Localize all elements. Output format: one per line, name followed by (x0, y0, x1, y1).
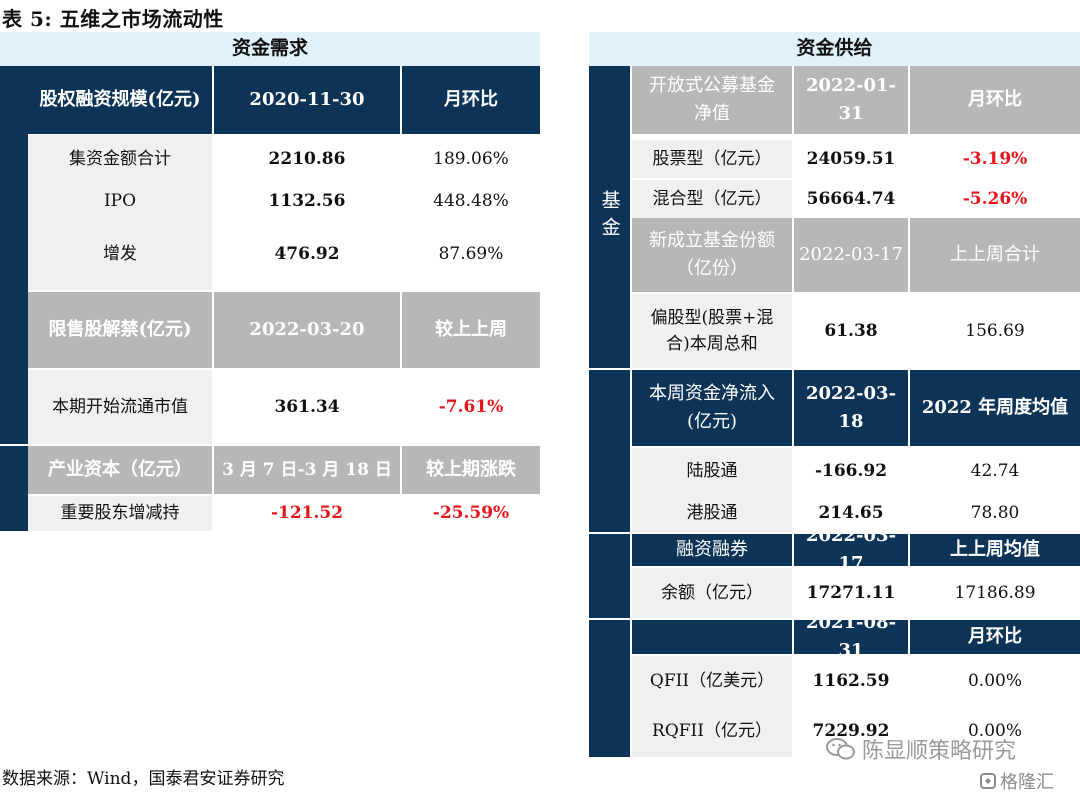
industry-row-value: -121.52 (270, 503, 344, 524)
equity-row-change: 189.06% (433, 148, 509, 169)
gelonghui-text: 格隆汇 (1000, 772, 1054, 793)
connect-row-label: 陆股通 (632, 452, 792, 490)
unlock-row-value: 361.34 (274, 396, 340, 417)
open-fund-row-label: 股票型（亿元） (632, 140, 792, 178)
margin-header-date: 2022-03-17 (794, 525, 908, 574)
connect-row-value: 214.65 (818, 502, 884, 523)
source-note: 数据来源：Wind，国泰君安证券研究 (2, 769, 285, 789)
open-fund-header-change: 月环比 (910, 66, 1080, 134)
industry-row-change: -25.59% (432, 503, 510, 524)
new-fund-row-value: 61.38 (824, 320, 878, 341)
qfii-row-change: 0.00% (967, 720, 1022, 741)
unlock-row-label: 本期开始流通市值 (28, 370, 212, 444)
qfii-header-date: 2021-08-31 (794, 612, 908, 661)
margin-side-strip (589, 534, 630, 618)
equity-header-change: 月环比 (402, 66, 540, 134)
watermark-text: 陈显顺策略研究 (862, 739, 1017, 764)
unlock-header-date: 2022-03-20 (214, 292, 400, 368)
unlock-header-change: 较上上周 (402, 292, 540, 368)
equity-row-value: 1132.56 (268, 190, 346, 211)
qfii-header-label (632, 620, 792, 654)
industry-header-change: 较上期涨跌 (402, 446, 540, 494)
qfii-row-label: RQFII（亿元） (632, 712, 792, 750)
unlock-row-change: -7.61% (438, 396, 504, 417)
fund-side-text: 基金 (598, 190, 621, 244)
equity-header-date: 2020-11-30 (214, 66, 400, 134)
qfii-row-change: 0.00% (967, 670, 1022, 691)
qfii-header-change: 月环比 (910, 620, 1080, 654)
qfii-row-value: 1162.59 (812, 670, 890, 691)
connect-header-date: 2022-03-18 (794, 370, 908, 446)
new-fund-header-change: 上上周合计 (910, 218, 1080, 292)
qfii-side-strip (589, 620, 630, 757)
margin-row-change: 17186.89 (954, 582, 1036, 603)
unlock-header-label: 限售股解禁(亿元) (28, 292, 212, 368)
fund-side-label: 基金 (589, 66, 630, 368)
watermark: 陈显顺策略研究 (826, 733, 1016, 765)
margin-row-label: 余额（亿元） (632, 568, 792, 618)
equity-row-label: 集资金额合计 (28, 140, 212, 178)
wechat-icon (826, 738, 855, 760)
equity-row-change: 87.69% (438, 243, 504, 264)
equity-row-change: 448.48% (433, 190, 509, 211)
connect-header-label: 本周资金净流入(亿元) (632, 370, 792, 446)
margin-header-change: 上上周均值 (910, 534, 1080, 566)
open-fund-row-value: 56664.74 (806, 188, 896, 209)
connect-row-change: 78.80 (970, 502, 1020, 523)
connect-row-change: 42.74 (970, 460, 1020, 481)
supply-title: 资金供给 (589, 32, 1080, 66)
new-fund-header-label: 新成立基金份额（亿份） (632, 218, 792, 292)
margin-header-label: 融资融券 (632, 534, 792, 566)
connect-side-strip (589, 370, 630, 532)
equity-header-label: 股权融资规模(亿元) (28, 66, 212, 134)
gelonghui-icon (980, 773, 996, 789)
industry-header-date: 3 月 7 日-3 月 18 日 (214, 446, 400, 494)
open-fund-row-label: 混合型（亿元） (632, 180, 792, 218)
equity-row-label: IPO (28, 182, 212, 220)
open-fund-header-date: 2022-01-31 (794, 66, 908, 134)
equity-row-value: 2210.86 (268, 148, 346, 169)
industry-row-label: 重要股东增减持 (28, 496, 212, 531)
new-fund-row-change: 156.69 (965, 320, 1025, 341)
new-fund-header-date: 2022-03-17 (794, 218, 908, 292)
gelonghui-logo: 格隆汇 (980, 768, 1054, 794)
open-fund-row-change: -3.19% (962, 148, 1028, 169)
new-fund-row-label: 偏股型(股票+混合)本周总和 (632, 294, 792, 368)
qfii-row-value: 7229.92 (812, 720, 890, 741)
connect-header-change: 2022 年周度均值 (910, 370, 1080, 446)
connect-row-label: 港股通 (632, 494, 792, 532)
open-fund-row-value: 24059.51 (806, 148, 896, 169)
table-caption: 表 5: 五维之市场流动性 (2, 7, 224, 31)
open-fund-row-change: -5.26% (962, 188, 1028, 209)
open-fund-header-label: 开放式公募基金净值 (632, 66, 792, 134)
margin-row-value: 17271.11 (806, 582, 896, 603)
demand-title: 资金需求 (0, 32, 540, 66)
equity-row-label: 增发 (28, 234, 212, 274)
industry-header-label: 产业资本（亿元） (28, 446, 212, 494)
qfii-row-label: QFII（亿美元） (632, 662, 792, 700)
demand-side-strip (0, 66, 28, 444)
equity-row-value: 476.92 (274, 243, 340, 264)
demand-side-strip-2 (0, 446, 28, 531)
connect-row-value: -166.92 (814, 460, 888, 481)
